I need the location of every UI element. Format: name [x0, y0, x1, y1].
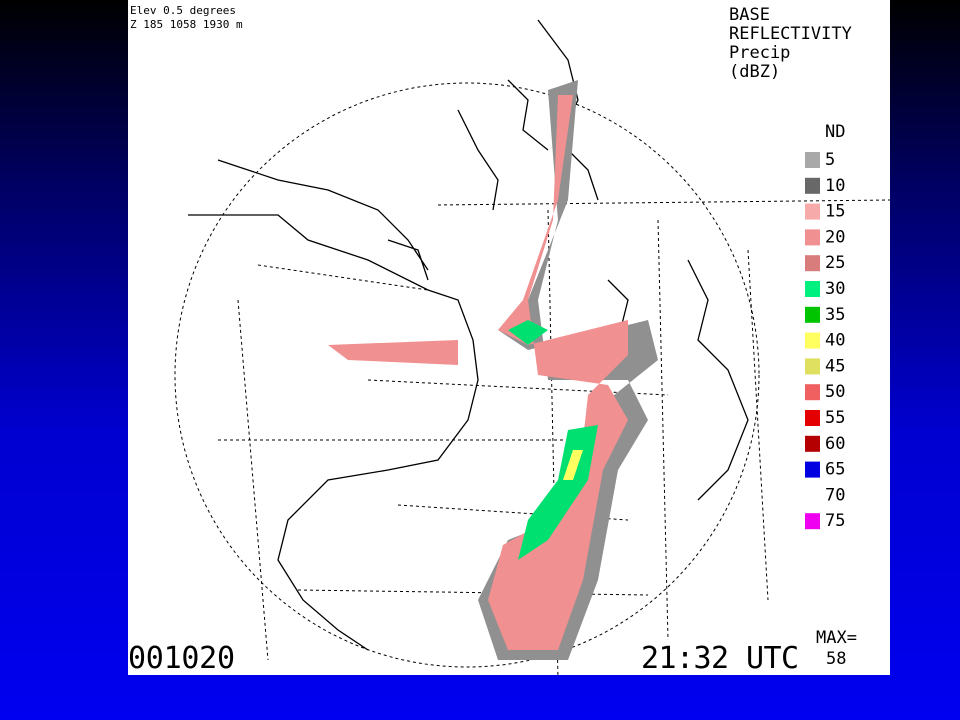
legend-label: 75	[825, 511, 845, 531]
product-line: BASE	[729, 5, 770, 25]
legend-swatch	[805, 487, 820, 504]
echo-pink	[488, 95, 628, 650]
legend-swatch	[805, 435, 820, 452]
legend-swatch	[805, 203, 820, 220]
legend-label: 45	[825, 356, 845, 376]
map	[174, 19, 890, 675]
product-line: (dBZ)	[729, 62, 780, 82]
product-line: Precip	[729, 43, 790, 63]
legend-swatch	[805, 306, 820, 323]
coastline-north	[217, 19, 599, 281]
max-label: MAX=	[816, 628, 857, 648]
legend-label: 50	[825, 382, 845, 402]
legend-swatch	[805, 152, 820, 168]
legend-swatch	[805, 513, 820, 530]
legend-label: 25	[825, 253, 845, 273]
legend: ND 5 10 15 20 25 30 35 40 45 50 55 60 65 70 75	[805, 122, 845, 531]
legend-label: 40	[825, 331, 845, 351]
elevation: Elev 0.5 degrees	[130, 4, 236, 17]
range-ring	[174, 82, 760, 668]
legend-swatch	[805, 281, 820, 297]
borders	[218, 199, 890, 675]
site-info: Z 185 1058 1930 m	[130, 18, 243, 31]
legend-label: 65	[825, 460, 845, 480]
legend-swatch	[805, 384, 820, 401]
legend-swatch	[805, 461, 820, 478]
radar-image: Elev 0.5 degrees Z 185 1058 1930 m BASER…	[128, 4, 890, 675]
legend-label: 15	[825, 202, 845, 222]
legend-swatch	[805, 358, 820, 375]
echo-green-2	[508, 320, 548, 345]
date: 001020	[128, 641, 235, 675]
legend-swatch	[805, 255, 820, 272]
legend-label: 60	[825, 434, 845, 454]
time: 21:32 UTC	[641, 641, 799, 675]
echo-west	[328, 340, 458, 365]
legend-swatch	[805, 332, 820, 349]
coastline	[188, 214, 479, 651]
legend-swatch	[805, 177, 820, 194]
legend-label: 35	[825, 305, 845, 325]
legend-label: 30	[825, 279, 845, 299]
echo-yellow	[563, 450, 583, 480]
echoes	[328, 80, 658, 660]
legend-swatch	[805, 410, 820, 426]
legend-swatch	[805, 229, 820, 246]
legend-nd: ND	[825, 122, 845, 142]
legend-label: 70	[825, 485, 845, 505]
legend-label: 5	[825, 150, 835, 170]
legend-label: 20	[825, 227, 845, 247]
max-value: 58	[826, 649, 846, 669]
legend-label: 55	[825, 408, 845, 428]
legend-label: 10	[825, 176, 845, 196]
product-line: REFLECTIVITY	[729, 24, 852, 44]
radar-panel: Elev 0.5 degrees Z 185 1058 1930 m BASE R…	[128, 0, 890, 675]
